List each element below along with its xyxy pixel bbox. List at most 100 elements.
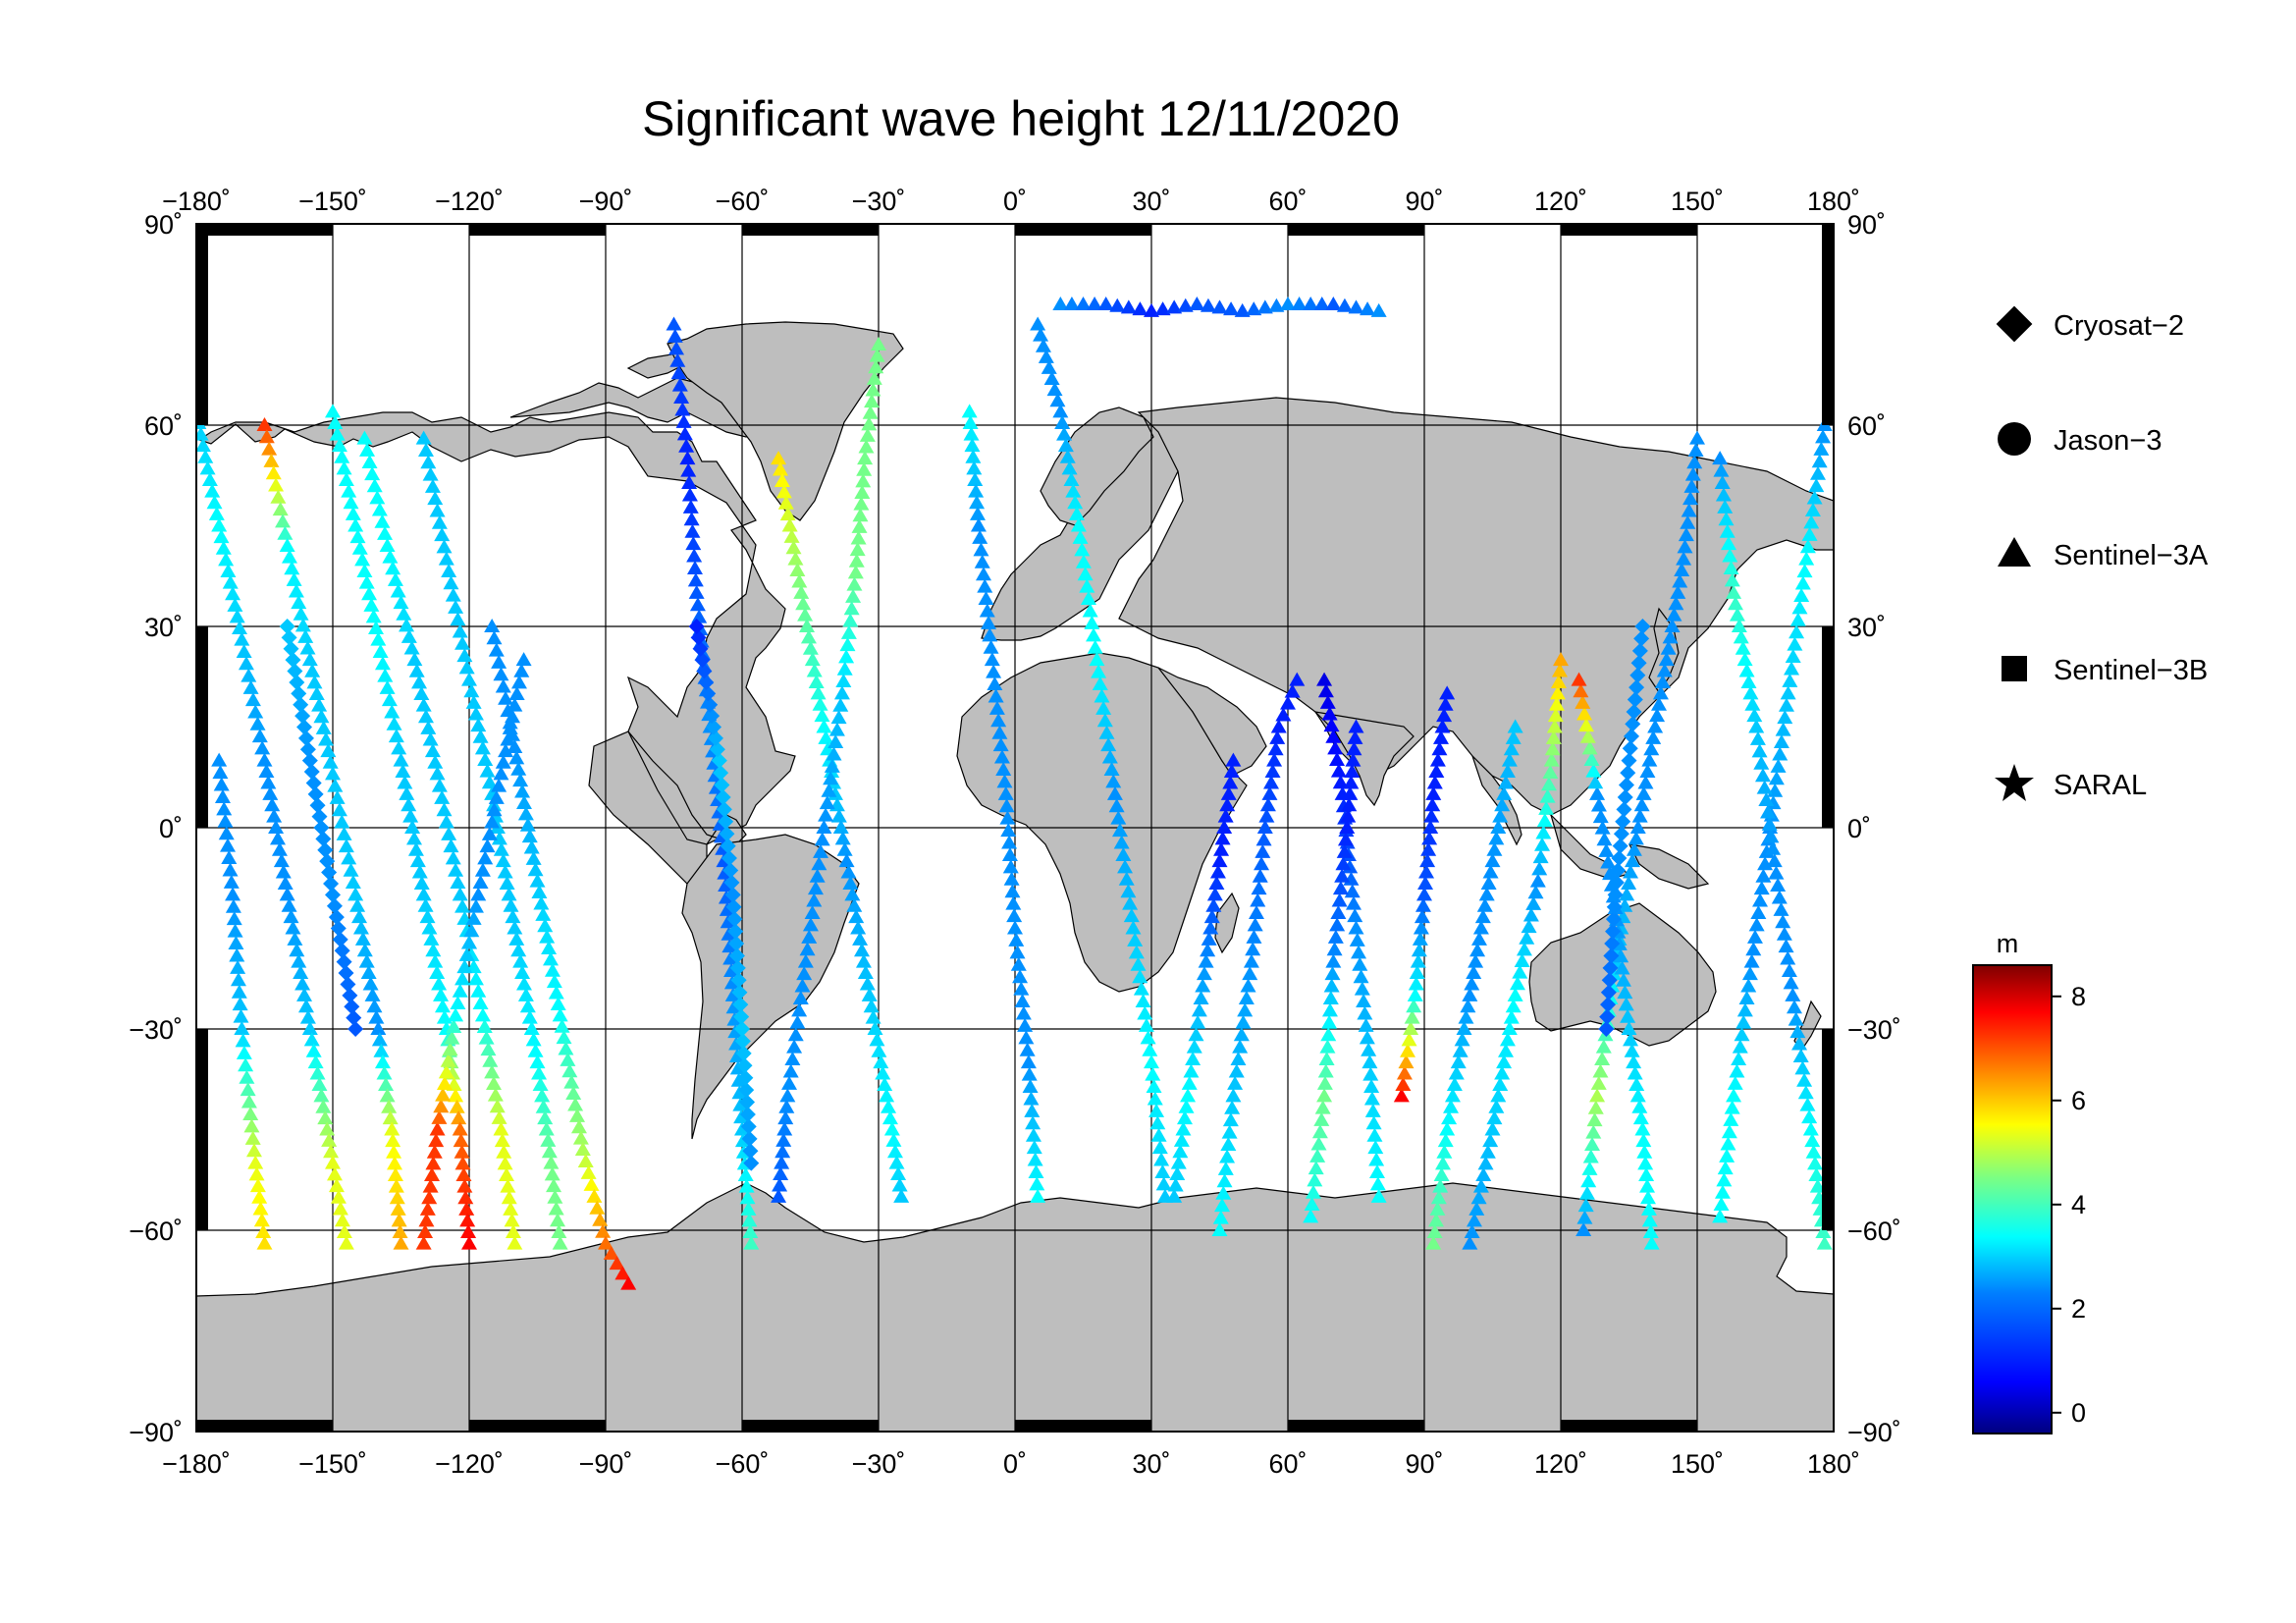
track-point xyxy=(779,1088,796,1103)
track-point xyxy=(1521,919,1537,934)
track-point xyxy=(1319,694,1336,709)
track-point xyxy=(842,613,859,627)
track-point xyxy=(729,959,746,976)
track-point xyxy=(1280,297,1296,310)
track-point xyxy=(387,1166,403,1181)
track-point xyxy=(1482,864,1499,879)
track-point xyxy=(454,635,471,650)
track-point xyxy=(1202,920,1219,935)
arabian-peninsula xyxy=(1157,667,1267,777)
track-point xyxy=(211,752,228,767)
track-point xyxy=(1304,1197,1320,1212)
track-point xyxy=(1111,823,1128,838)
track-point xyxy=(1001,846,1018,861)
track-point xyxy=(477,850,494,865)
track-point xyxy=(855,473,872,488)
track-point xyxy=(848,909,865,924)
track-point xyxy=(1733,629,1749,644)
track-point xyxy=(990,713,1007,728)
track-point xyxy=(721,926,737,941)
track-point xyxy=(313,1088,330,1103)
track-point xyxy=(387,571,403,586)
track-point xyxy=(472,875,489,890)
track-point xyxy=(570,1119,587,1134)
track-point xyxy=(289,674,305,690)
track-point xyxy=(888,1155,905,1169)
track-point xyxy=(1201,931,1217,946)
track-point xyxy=(1771,890,1788,904)
track-point xyxy=(1626,1055,1642,1069)
track-point xyxy=(1217,1161,1234,1175)
track-point xyxy=(1736,1002,1753,1017)
track-point xyxy=(847,565,864,579)
track-point xyxy=(552,1235,568,1250)
track-point xyxy=(1775,914,1791,929)
track-point xyxy=(222,574,239,589)
track-point xyxy=(842,875,859,890)
lon-tick-label-top: 60˚ xyxy=(1268,187,1307,216)
track-point xyxy=(301,652,318,667)
track-point xyxy=(1758,792,1775,807)
track-point xyxy=(459,1213,476,1227)
track-point xyxy=(317,841,334,858)
track-point xyxy=(1017,1017,1034,1032)
track-point xyxy=(836,661,853,676)
frame-segment xyxy=(196,1420,333,1432)
track-point xyxy=(1770,878,1787,893)
track-point xyxy=(1154,1163,1171,1178)
track-point xyxy=(1200,298,1216,312)
track-point xyxy=(1252,868,1268,883)
track-point xyxy=(1639,1190,1656,1205)
track-point xyxy=(1744,696,1761,711)
track-point xyxy=(1639,1178,1656,1193)
track-point xyxy=(331,802,347,817)
track-point xyxy=(1211,299,1228,314)
track-point xyxy=(1057,438,1074,453)
track-point xyxy=(438,1064,454,1079)
track-point xyxy=(539,929,556,944)
track-point xyxy=(1755,868,1772,883)
track-point xyxy=(1289,672,1306,686)
track-point xyxy=(972,529,988,544)
track-point xyxy=(999,810,1016,825)
track-point xyxy=(854,943,871,957)
track-point xyxy=(1553,652,1569,667)
track-point xyxy=(441,563,457,577)
track-point xyxy=(411,864,428,879)
track-point xyxy=(281,549,297,564)
track-point xyxy=(1133,981,1149,996)
track-point xyxy=(1414,909,1430,924)
track-point xyxy=(1106,785,1123,800)
track-point xyxy=(230,972,246,987)
track-point xyxy=(1267,741,1284,756)
track-point xyxy=(1571,672,1587,686)
track-point xyxy=(1075,297,1092,310)
track-point xyxy=(1411,943,1427,957)
track-point xyxy=(1607,887,1624,903)
track-point xyxy=(1594,820,1611,835)
track-point xyxy=(1275,707,1292,722)
track-point xyxy=(548,1201,564,1216)
track-point xyxy=(342,987,358,1003)
track-point xyxy=(470,887,487,901)
track-point xyxy=(1547,708,1564,723)
track-point xyxy=(784,1052,801,1066)
track-point xyxy=(256,1235,273,1250)
track-point xyxy=(364,466,381,481)
track-point xyxy=(356,943,373,957)
track-point xyxy=(728,1036,745,1051)
track-point xyxy=(304,663,321,677)
track-point xyxy=(363,597,380,612)
track-point xyxy=(1123,908,1140,923)
track-point xyxy=(1172,1144,1189,1159)
track-point xyxy=(1575,1222,1592,1236)
track-point xyxy=(454,971,471,986)
track-point xyxy=(773,1166,789,1181)
track-point xyxy=(1749,730,1766,745)
track-point xyxy=(279,619,295,634)
track-point xyxy=(821,783,837,797)
track-point xyxy=(871,337,886,351)
track-point xyxy=(448,599,464,614)
track-point xyxy=(1645,730,1662,744)
